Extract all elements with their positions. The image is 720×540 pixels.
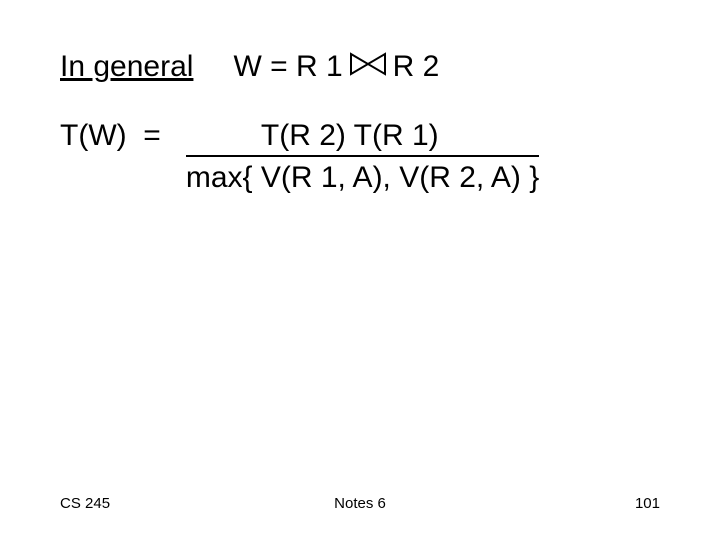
formula-fraction: T(R 2) T(R 1) max{ V(R 1, A), V(R 2, A) … [186,119,539,195]
slide-content: In general W = R 1 R 2 T(W) = T(R 2) T(R… [0,0,720,195]
heading: In general [60,50,193,84]
equation-lhs: W = R 1 [233,50,342,84]
footer-left: CS 245 [60,495,110,512]
natural-join-icon [349,50,387,84]
formula: T(W) = T(R 2) T(R 1) max{ V(R 1, A), V(R… [60,119,660,195]
footer-center: Notes 6 [334,495,386,512]
footer: CS 245 Notes 6 101 [0,495,720,512]
equation-rhs: R 2 [393,50,440,84]
title-line: In general W = R 1 R 2 [60,50,660,84]
footer-right: 101 [635,495,660,512]
numerator: T(R 2) T(R 1) [186,119,539,157]
formula-lhs: T(W) = [60,119,186,153]
denominator: max{ V(R 1, A), V(R 2, A) } [186,157,539,195]
